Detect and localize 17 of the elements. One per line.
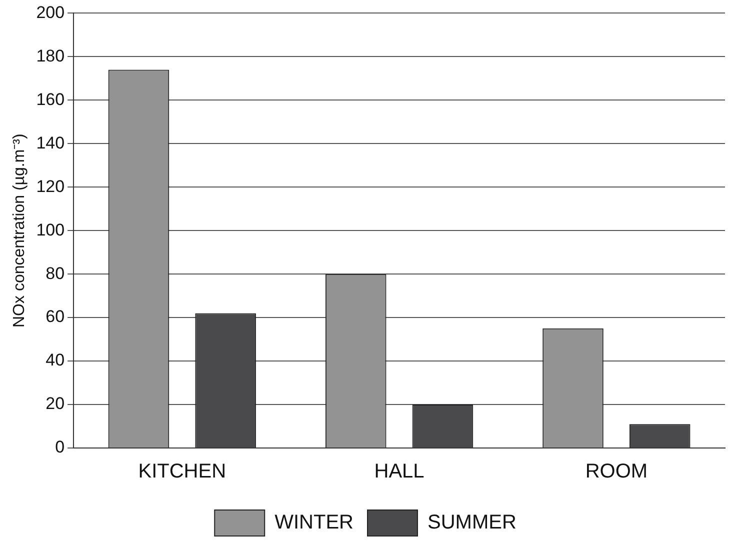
y-tick-label: 120 <box>36 176 65 196</box>
legend-label: WINTER <box>274 512 354 534</box>
y-tick-label: 200 <box>36 2 65 22</box>
y-tick-label: 160 <box>36 90 65 109</box>
y-tick-label: 20 <box>46 394 65 414</box>
y-tick-label: 100 <box>36 220 65 240</box>
y-tick-label: 140 <box>36 133 65 152</box>
y-tick-label: 80 <box>46 264 65 283</box>
y-tick-label: 40 <box>46 350 65 370</box>
y-tick-label: 180 <box>36 46 65 66</box>
x-tick-label: HALL <box>374 460 424 483</box>
y-axis-title: NOx concentration (µg.m⁻³) <box>11 134 28 328</box>
legend-label: SUMMER <box>427 512 516 534</box>
x-tick-label: KITCHEN <box>138 460 226 483</box>
y-tick-label: 0 <box>55 438 65 457</box>
x-tick-label: ROOM <box>585 460 648 483</box>
y-tick-label: 60 <box>46 307 65 326</box>
